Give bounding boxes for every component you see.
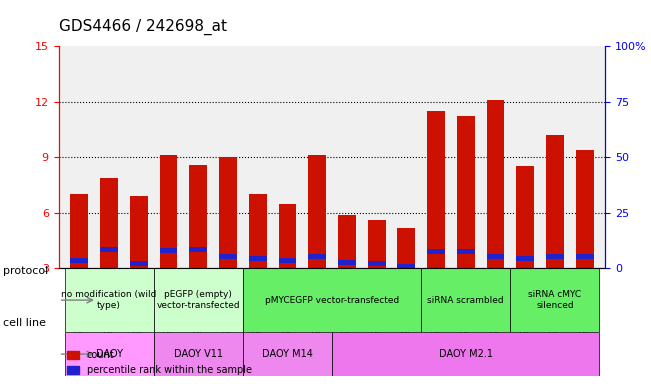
FancyBboxPatch shape [64, 268, 154, 332]
Bar [486, 255, 505, 259]
Bar [575, 255, 594, 259]
Bar [427, 249, 445, 253]
Bar [249, 194, 267, 268]
Bar [279, 204, 296, 268]
Bar [546, 255, 564, 259]
Bar [219, 157, 237, 268]
FancyBboxPatch shape [64, 332, 154, 376]
Text: siRNA cMYC
silenced: siRNA cMYC silenced [529, 290, 581, 310]
Bar [427, 111, 445, 268]
Bar [486, 100, 505, 268]
FancyBboxPatch shape [510, 268, 600, 332]
Bar [159, 248, 178, 253]
Bar [308, 255, 326, 259]
Text: pEGFP (empty)
vector-transfected: pEGFP (empty) vector-transfected [156, 290, 240, 310]
FancyBboxPatch shape [154, 332, 243, 376]
FancyBboxPatch shape [243, 268, 421, 332]
Bar [368, 261, 385, 266]
Bar [338, 260, 356, 265]
Bar [189, 247, 207, 252]
Bar [308, 156, 326, 268]
Text: DAOY V11: DAOY V11 [174, 349, 223, 359]
Bar [279, 258, 296, 263]
Text: DAOY M14: DAOY M14 [262, 349, 313, 359]
Bar [130, 196, 148, 268]
Bar [338, 215, 356, 268]
Text: DAOY M2.1: DAOY M2.1 [439, 349, 493, 359]
FancyBboxPatch shape [421, 268, 510, 332]
Bar [457, 116, 475, 268]
Bar [546, 135, 564, 268]
Bar [516, 167, 534, 268]
Text: DAOY: DAOY [96, 349, 122, 359]
Bar [70, 258, 89, 263]
Bar [189, 165, 207, 268]
Text: no modification (wild
type): no modification (wild type) [61, 290, 157, 310]
Bar [457, 249, 475, 253]
Bar [130, 261, 148, 266]
Legend: count, percentile rank within the sample: count, percentile rank within the sample [63, 346, 256, 379]
Bar [516, 256, 534, 261]
FancyBboxPatch shape [332, 332, 600, 376]
Bar [249, 256, 267, 261]
Bar [368, 220, 385, 268]
Bar [159, 156, 178, 268]
Bar [397, 228, 415, 268]
Text: protocol: protocol [3, 266, 49, 276]
Text: cell line: cell line [3, 318, 46, 328]
Bar [219, 255, 237, 259]
Bar [100, 247, 118, 252]
Text: siRNA scrambled: siRNA scrambled [428, 296, 504, 305]
Bar [575, 150, 594, 268]
Bar [397, 264, 415, 268]
FancyBboxPatch shape [154, 268, 243, 332]
Bar [70, 194, 89, 268]
Text: pMYCEGFP vector-transfected: pMYCEGFP vector-transfected [265, 296, 399, 305]
Bar [100, 177, 118, 268]
Text: GDS4466 / 242698_at: GDS4466 / 242698_at [59, 18, 227, 35]
FancyBboxPatch shape [243, 332, 332, 376]
